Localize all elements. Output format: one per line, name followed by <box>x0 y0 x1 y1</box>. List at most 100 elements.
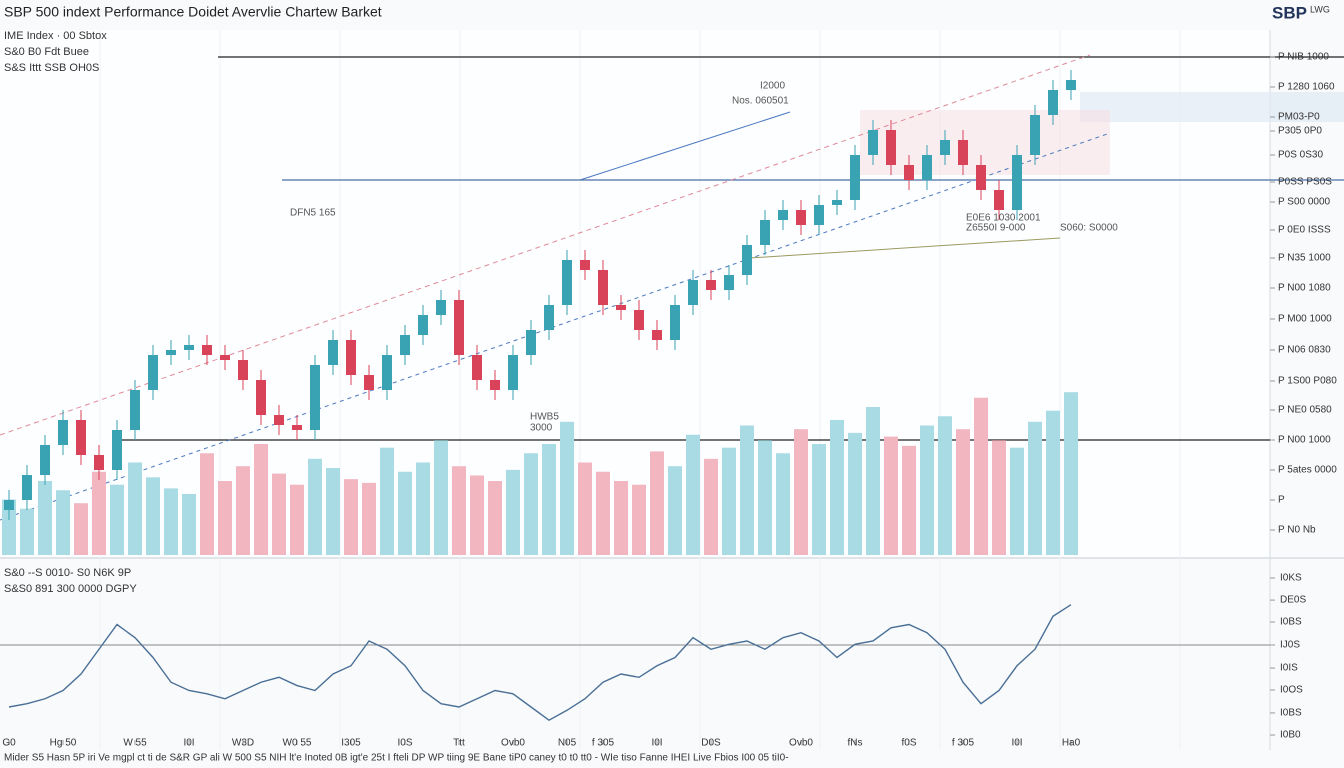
candle-body <box>994 190 1004 210</box>
volume-bar <box>542 444 556 555</box>
y-tick-label: PM03-P0 <box>1278 112 1320 123</box>
x-tick-label: I0I <box>1011 738 1022 749</box>
y-tick-label: P305 0P0 <box>1278 126 1322 137</box>
candle-body <box>328 340 338 365</box>
candle-body <box>1012 155 1022 210</box>
candle-body <box>526 330 536 355</box>
volume-bar <box>614 481 628 555</box>
candle-body <box>202 345 212 355</box>
volume-bar <box>1046 410 1060 555</box>
x-tick-label: W0 55 <box>283 738 312 749</box>
x-tick-label: Ovb0 <box>501 738 525 749</box>
volume-bar <box>992 440 1006 555</box>
volume-bar <box>1010 447 1024 555</box>
chart-title: SBP 500 indext Performance Doidet Avervl… <box>4 4 382 20</box>
volume-bar <box>380 447 394 555</box>
info-line: S&0 --S 0010- S0 N6K 9P <box>4 567 131 579</box>
candle-body <box>418 315 428 335</box>
volume-bar <box>182 493 196 555</box>
info-line: S&0 B0 Fdt Buee <box>4 46 89 58</box>
annotation: 3000 <box>530 423 553 434</box>
logo-sub: LWG <box>1310 4 1330 14</box>
candle-body <box>490 380 500 390</box>
volume-bar <box>236 466 250 555</box>
x-tick-label: f 305 <box>952 738 975 749</box>
candle-body <box>778 210 788 220</box>
volume-bar <box>488 481 502 555</box>
candle-body <box>274 415 284 425</box>
y-tick-label: I0BS <box>1280 708 1302 719</box>
volume-bar <box>344 479 358 555</box>
candle-body <box>670 305 680 340</box>
candle-body <box>922 155 932 180</box>
y-tick-label: P 0E0 ISSS <box>1278 225 1331 236</box>
x-tick-label: Ttt <box>453 738 465 749</box>
candle-body <box>850 155 860 200</box>
volume-bar <box>290 484 304 555</box>
y-tick-label: I0BS <box>1280 617 1302 628</box>
candle-body <box>598 270 608 305</box>
candle-body <box>436 300 446 315</box>
candle-body <box>310 365 320 430</box>
volume-bar <box>866 407 880 555</box>
logo: SBP <box>1272 3 1307 22</box>
x-tick-label: I305 <box>341 738 361 749</box>
candle-body <box>184 345 194 350</box>
volume-bar <box>794 429 808 555</box>
candle-body <box>562 260 572 305</box>
candle-body <box>706 280 716 290</box>
x-tick-label: G0 <box>2 738 16 749</box>
y-tick-label: P N00 1000 <box>1278 435 1331 446</box>
candle-body <box>94 455 104 470</box>
candle-body <box>454 300 464 355</box>
volume-bar <box>560 421 574 555</box>
candle-body <box>238 360 248 380</box>
candle-body <box>652 330 662 340</box>
volume-bar <box>254 444 268 555</box>
candle-body <box>364 375 374 390</box>
candle-body <box>1066 80 1076 90</box>
candle-body <box>472 355 482 380</box>
y-tick-label: IJ0S <box>1280 640 1300 651</box>
x-tick-label: f 305 <box>592 738 615 749</box>
candle-body <box>382 355 392 390</box>
info-line: S&S Ittt SSB OH0S <box>4 62 99 74</box>
trend-line <box>579 111 791 181</box>
candle-body <box>76 420 86 455</box>
volume-bar <box>164 488 178 555</box>
volume-bar <box>650 451 664 555</box>
y-tick-label: P M00 1000 <box>1278 314 1332 325</box>
y-tick-label: P0SS PS0S <box>1278 177 1332 188</box>
candle-body <box>148 355 158 390</box>
volume-bar <box>578 462 592 555</box>
volume-bar <box>1028 421 1042 555</box>
volume-bar <box>524 453 538 555</box>
y-tick-label: P NIB 1000 <box>1278 52 1329 63</box>
x-tick-label: W3D <box>232 738 254 749</box>
annotation: S060: S0000 <box>1060 223 1118 234</box>
candle-body <box>166 350 176 355</box>
annotation: HWB5 <box>530 412 559 423</box>
candle-body <box>904 165 914 180</box>
volume-bar <box>740 425 754 555</box>
candle-body <box>580 260 590 270</box>
volume-bar <box>506 469 520 555</box>
volume-bar <box>110 484 124 555</box>
candle-body <box>40 445 50 475</box>
x-tick-label: I0S <box>397 738 412 749</box>
volume-bar <box>326 468 340 555</box>
candle-body <box>634 310 644 330</box>
volume-bar <box>632 484 646 555</box>
y-tick-label: I0B0 <box>1280 730 1301 741</box>
volume-bar <box>920 425 934 555</box>
volume-bar <box>20 508 34 555</box>
volume-bar <box>38 481 52 555</box>
candle-body <box>886 130 896 165</box>
candle-body <box>958 140 968 165</box>
candle-body <box>256 380 266 415</box>
candle-body <box>616 305 626 310</box>
highlight-zone <box>1080 92 1344 122</box>
candle-body <box>760 220 770 245</box>
